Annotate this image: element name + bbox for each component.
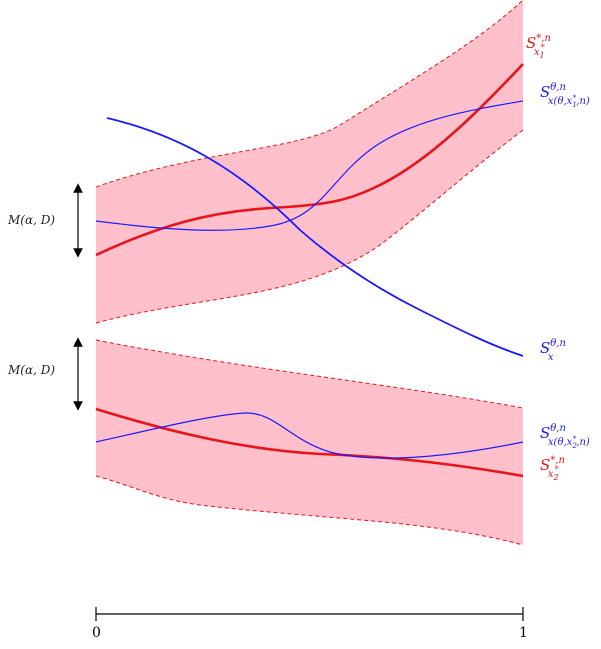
upper-band-bottom-edge — [95, 129, 524, 324]
lower-confidence-band — [95, 339, 524, 546]
lower-band-top-edge — [95, 339, 524, 409]
lower-margin-label: M(α, D) — [7, 363, 55, 377]
theta-curve-decreasing — [106, 117, 524, 357]
label-theta-upper: Sθ,n x(θ,x1*,n) — [540, 82, 590, 109]
optimal-curve-upper — [95, 63, 524, 257]
time-axis: 0 1 — [92, 607, 528, 641]
label-optimal-upper: S*,n x1* — [526, 33, 551, 60]
label-theta-x: Sθ,n x — [540, 338, 566, 363]
theta-curve-lower — [95, 412, 524, 459]
axis-label-end: 1 — [519, 625, 528, 641]
axis-label-start: 0 — [92, 625, 101, 641]
label-theta-lower: Sθ,n x(θ,x2*,n) — [540, 423, 590, 450]
upper-confidence-band — [95, 0, 524, 324]
lower-band-bottom-edge — [95, 475, 524, 546]
upper-band-fill — [96, 0, 523, 323]
theta-curve-upper — [95, 100, 524, 231]
upper-margin-label: M(α, D) — [7, 213, 55, 227]
label-optimal-lower: S*,n x2* — [540, 455, 565, 482]
optimal-curve-lower — [95, 407, 524, 478]
upper-band-top-edge — [95, 0, 524, 188]
lower-band-fill — [96, 340, 523, 545]
